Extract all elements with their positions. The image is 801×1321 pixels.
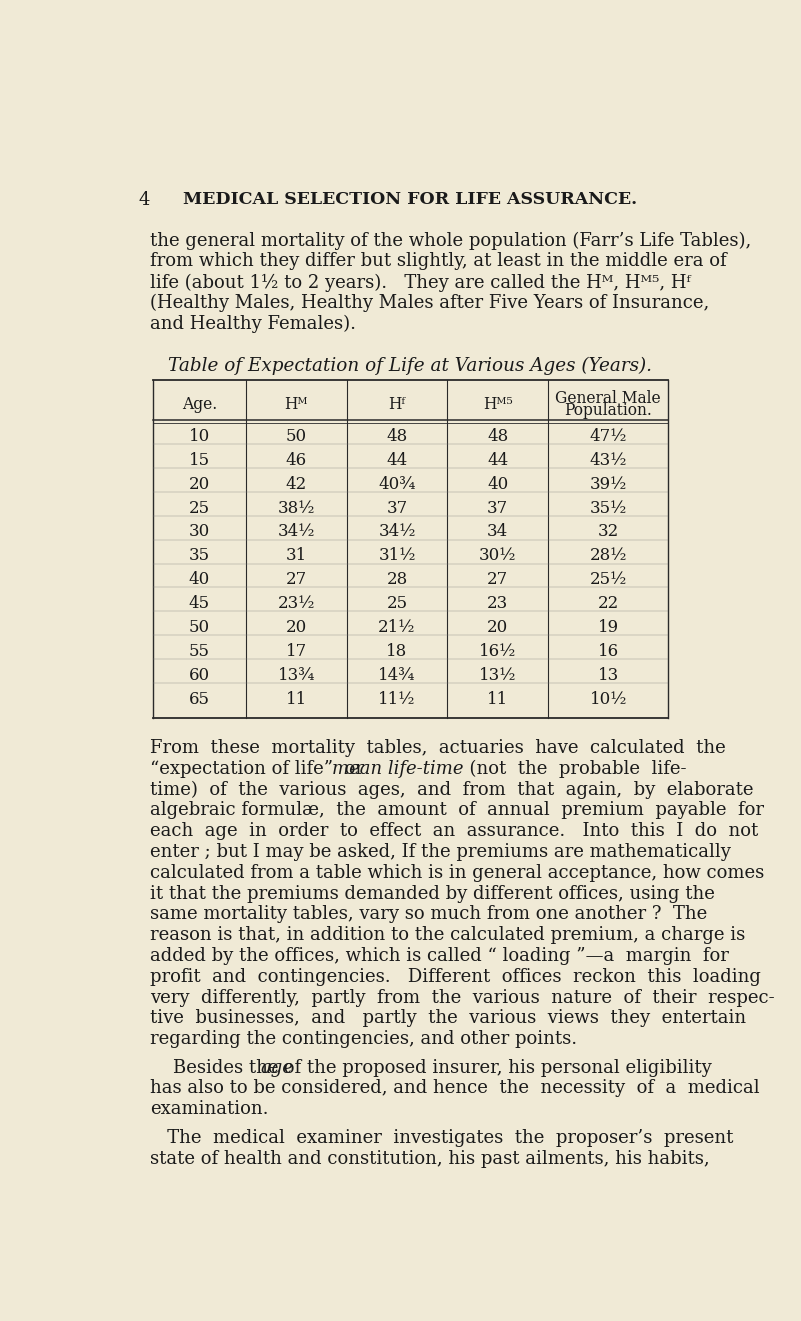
Text: 25: 25: [386, 594, 408, 612]
Text: regarding the contingencies, and other points.: regarding the contingencies, and other p…: [151, 1030, 578, 1048]
Text: 31: 31: [286, 547, 307, 564]
Text: 11: 11: [286, 691, 307, 708]
Text: 10: 10: [189, 428, 210, 445]
Text: Hᴹ: Hᴹ: [284, 396, 308, 412]
Text: life (about 1½ to 2 years).   They are called the Hᴹ, Hᴹ⁵, Hᶠ: life (about 1½ to 2 years). They are cal…: [151, 273, 691, 292]
Text: 19: 19: [598, 620, 618, 635]
Text: 40: 40: [487, 476, 509, 493]
Text: 55: 55: [189, 643, 210, 660]
Text: 50: 50: [189, 620, 210, 635]
Text: mean life-time: mean life-time: [332, 760, 463, 778]
Text: 60: 60: [189, 667, 210, 684]
Text: enter ; but I may be asked, If the premiums are mathematically: enter ; but I may be asked, If the premi…: [151, 843, 731, 861]
Text: from which they differ but slightly, at least in the middle era of: from which they differ but slightly, at …: [151, 252, 727, 271]
Text: 30: 30: [189, 523, 210, 540]
Text: 21½: 21½: [378, 620, 416, 635]
Text: 34½: 34½: [277, 523, 315, 540]
Text: 25: 25: [189, 499, 210, 517]
Text: very  differently,  partly  from  the  various  nature  of  their  respec-: very differently, partly from the variou…: [151, 988, 775, 1007]
Text: 35½: 35½: [590, 499, 626, 517]
Text: 65: 65: [189, 691, 210, 708]
Text: 14¾: 14¾: [378, 667, 416, 684]
Text: 20: 20: [487, 620, 509, 635]
Text: 11: 11: [487, 691, 509, 708]
Text: General Male: General Male: [555, 390, 661, 407]
Text: 45: 45: [189, 594, 210, 612]
Text: 13¾: 13¾: [277, 667, 315, 684]
Text: 35: 35: [189, 547, 210, 564]
Text: 11½: 11½: [378, 691, 416, 708]
Text: time)  of  the  various  ages,  and  from  that  again,  by  elaborate: time) of the various ages, and from that…: [151, 781, 754, 799]
Text: 37: 37: [386, 499, 408, 517]
Text: 32: 32: [598, 523, 618, 540]
Text: 38½: 38½: [277, 499, 315, 517]
Text: 37: 37: [487, 499, 509, 517]
Text: 4: 4: [139, 190, 151, 209]
Text: 34½: 34½: [378, 523, 416, 540]
Text: 43½: 43½: [590, 452, 627, 469]
Text: same mortality tables, vary so much from one another ?  The: same mortality tables, vary so much from…: [151, 905, 708, 923]
Text: tive  businesses,  and   partly  the  various  views  they  entertain: tive businesses, and partly the various …: [151, 1009, 747, 1028]
Text: has also to be considered, and hence  the  necessity  of  a  medical: has also to be considered, and hence the…: [151, 1079, 760, 1098]
Text: 30½: 30½: [479, 547, 517, 564]
Text: 48: 48: [487, 428, 509, 445]
Text: 13½: 13½: [479, 667, 517, 684]
Text: calculated from a table which is in general acceptance, how comes: calculated from a table which is in gene…: [151, 864, 765, 882]
Text: Hᶠ: Hᶠ: [388, 396, 405, 412]
Text: 17: 17: [286, 643, 307, 660]
Text: reason is that, in addition to the calculated premium, a charge is: reason is that, in addition to the calcu…: [151, 926, 746, 945]
Text: 40¾: 40¾: [378, 476, 416, 493]
Text: 50: 50: [286, 428, 307, 445]
Text: 27: 27: [286, 571, 307, 588]
Text: 10½: 10½: [590, 691, 627, 708]
Text: Population.: Population.: [564, 402, 652, 419]
Text: it that the premiums demanded by different offices, using the: it that the premiums demanded by differe…: [151, 885, 715, 902]
Text: 34: 34: [487, 523, 509, 540]
Text: 22: 22: [598, 594, 618, 612]
Text: 13: 13: [598, 667, 618, 684]
Text: 16: 16: [598, 643, 618, 660]
Text: 44: 44: [386, 452, 408, 469]
Text: age: age: [260, 1058, 293, 1077]
Text: 18: 18: [386, 643, 408, 660]
Text: 23: 23: [487, 594, 509, 612]
Text: 23½: 23½: [277, 594, 315, 612]
Text: 47½: 47½: [590, 428, 627, 445]
Text: 28½: 28½: [590, 547, 627, 564]
Text: added by the offices, which is called “ loading ”—a  margin  for: added by the offices, which is called “ …: [151, 947, 730, 966]
Text: algebraic formulæ,  the  amount  of  annual  premium  payable  for: algebraic formulæ, the amount of annual …: [151, 802, 764, 819]
Text: 25½: 25½: [590, 571, 626, 588]
Text: of the proposed insurer, his personal eligibility: of the proposed insurer, his personal el…: [279, 1058, 712, 1077]
Text: (not  the  probable  life-: (not the probable life-: [458, 760, 686, 778]
Text: and Healthy Females).: and Healthy Females).: [151, 314, 356, 333]
Text: Age.: Age.: [182, 396, 217, 412]
Text: (Healthy Males, Healthy Males after Five Years of Insurance,: (Healthy Males, Healthy Males after Five…: [151, 295, 710, 312]
Text: 39½: 39½: [590, 476, 626, 493]
Text: From  these  mortality  tables,  actuaries  have  calculated  the: From these mortality tables, actuaries h…: [151, 740, 727, 757]
Text: Besides the: Besides the: [151, 1058, 284, 1077]
Text: MEDICAL SELECTION FOR LIFE ASSURANCE.: MEDICAL SELECTION FOR LIFE ASSURANCE.: [183, 190, 637, 207]
Text: examination.: examination.: [151, 1100, 269, 1119]
Text: “expectation of life”  or: “expectation of life” or: [151, 760, 376, 778]
Text: 20: 20: [286, 620, 307, 635]
Text: 28: 28: [386, 571, 408, 588]
Text: 44: 44: [487, 452, 509, 469]
Text: 15: 15: [189, 452, 210, 469]
Text: 46: 46: [286, 452, 307, 469]
Text: 16½: 16½: [479, 643, 517, 660]
Text: profit  and  contingencies.   Different  offices  reckon  this  loading: profit and contingencies. Different offi…: [151, 968, 762, 985]
Text: 31½: 31½: [378, 547, 416, 564]
Text: 20: 20: [189, 476, 210, 493]
Text: the general mortality of the whole population (Farr’s Life Tables),: the general mortality of the whole popul…: [151, 231, 752, 250]
Text: Hᴹ⁵: Hᴹ⁵: [483, 396, 513, 412]
Text: 27: 27: [487, 571, 509, 588]
Text: 48: 48: [386, 428, 408, 445]
Text: The  medical  examiner  investigates  the  proposer’s  present: The medical examiner investigates the pr…: [151, 1128, 734, 1147]
Text: each  age  in  order  to  effect  an  assurance.   Into  this  I  do  not: each age in order to effect an assurance…: [151, 822, 759, 840]
Text: 42: 42: [286, 476, 307, 493]
Text: state of health and constitution, his past ailments, his habits,: state of health and constitution, his pa…: [151, 1149, 710, 1168]
Text: Table of Expectation of Life at Various Ages (Years).: Table of Expectation of Life at Various …: [168, 357, 652, 375]
Text: 40: 40: [189, 571, 210, 588]
